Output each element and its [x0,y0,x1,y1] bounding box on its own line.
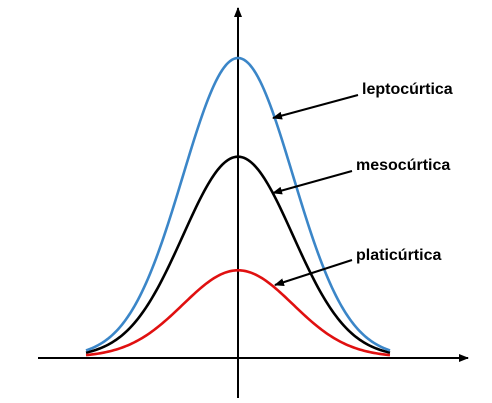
curve-labels: leptocúrtica mesocúrtica platicúrtica [356,81,453,264]
leptocurtica-label: leptocúrtica [362,81,453,98]
axes [38,7,469,398]
curves-group [85,56,391,357]
mesocurtica-pointer-arrow [272,170,353,195]
leptocurtica-pointer-arrow [272,94,359,120]
pointer-arrows [272,94,359,287]
platicurtica-pointer-arrow [274,259,353,287]
leptocurtica-curve [85,56,391,352]
mesocurtica-label: mesocúrtica [356,157,450,174]
mesocurtica-curve [85,155,391,354]
platicurtica-label: platicúrtica [356,247,441,264]
platicurtica-curve [85,268,391,357]
